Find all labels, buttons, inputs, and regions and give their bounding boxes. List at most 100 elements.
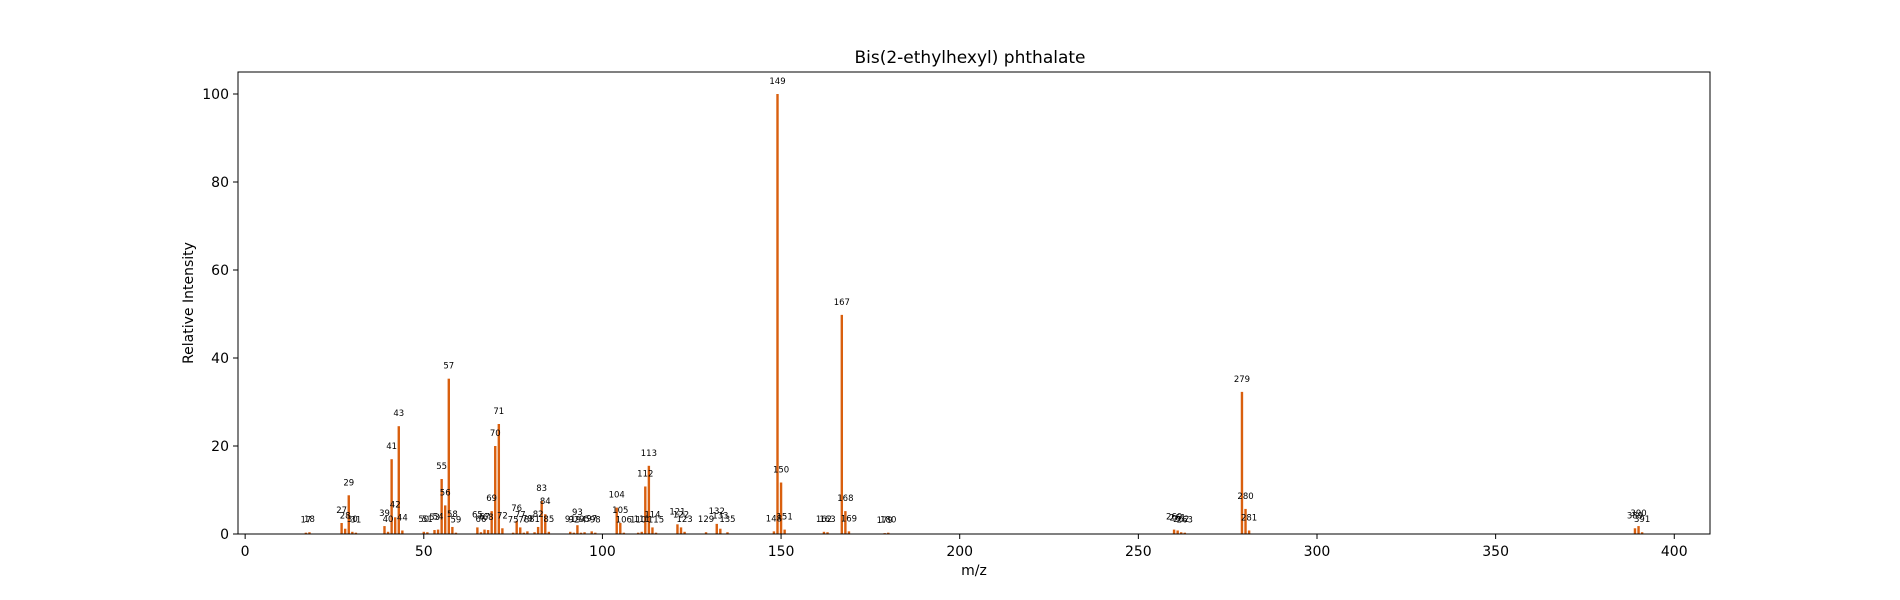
peak-label-168: 168 [837,494,853,504]
peak-label-92: 92 [568,516,579,526]
peak-label-94: 94 [576,516,587,526]
peak-bar-71 [497,424,501,534]
peak-bar-30 [351,531,354,534]
peak-label-391: 391 [1634,515,1650,525]
peak-bar-70 [494,446,497,534]
y-axis-label: Relative Intensity [181,242,197,364]
peak-bar-56 [444,505,447,534]
peak-label-57: 57 [443,362,454,372]
x-tick-label-300: 300 [1304,544,1331,560]
peak-bar-41 [390,459,393,534]
peak-label-78: 78 [518,516,529,526]
peak-bar-50 [422,531,425,534]
peak-label-389: 389 [1627,511,1643,521]
peak-label-82: 82 [533,510,544,520]
peak-bar-163 [826,532,829,534]
peak-label-122: 122 [673,510,689,520]
peak-bar-27 [340,523,343,534]
peak-label-71: 71 [493,407,504,417]
y-tick-label-20: 20 [211,439,229,455]
peak-label-68: 68 [483,513,494,523]
x-tick-label-250: 250 [1125,544,1152,560]
peak-bar-94 [579,532,583,534]
peak-bar-91 [569,531,572,534]
peak-bar-84 [544,514,547,534]
peak-bar-98 [594,532,597,534]
peak-label-179: 179 [877,516,893,526]
peak-label-29: 29 [343,478,354,488]
peak-bar-122 [679,527,683,534]
peak-label-65: 65 [472,510,483,520]
peak-label-40: 40 [383,515,394,525]
peak-bar-28 [343,528,347,534]
chart-title: Bis(2-ethylhexyl) phthalate [854,48,1085,68]
peak-bar-58 [451,526,454,534]
peak-bar-40 [386,531,390,534]
peak-bar-95 [583,532,586,534]
peak-label-79: 79 [522,514,533,524]
peak-bar-43 [397,426,400,534]
peak-label-69: 69 [486,494,497,504]
peak-bar-59 [454,532,458,534]
peak-label-113: 113 [641,449,657,459]
peak-bar-391 [1640,532,1644,534]
peak-label-72: 72 [497,511,508,521]
peak-label-43: 43 [393,409,404,419]
peak-bar-104 [615,507,618,534]
x-axis: 0 50 100 150 200 250 300 350 400 [241,534,1688,560]
peak-bar-106 [622,532,626,534]
peak-bar-123 [683,531,686,534]
peak-label-162: 162 [816,515,832,525]
peak-bar-69 [490,511,493,534]
peak-label-28: 28 [340,512,351,522]
peak-bar-29 [347,495,350,534]
peak-label-50: 50 [418,515,429,525]
peak-bar-42 [394,517,397,534]
peak-bar-17 [304,532,308,534]
y-tick-label-80: 80 [211,175,229,191]
peak-label-112: 112 [637,469,653,479]
peak-bar-390 [1637,526,1640,534]
peak-bar-57 [447,378,450,534]
peak-bar-54 [436,529,440,534]
peak-label-17: 17 [300,516,311,526]
peak-bar-261 [1176,530,1179,534]
peak-label-77: 77 [515,510,526,520]
peak-label-30: 30 [347,515,358,525]
peak-bar-82 [536,526,540,534]
peak-bar-263 [1183,532,1186,534]
peak-label-260: 260 [1166,513,1182,523]
peak-label-151: 151 [777,513,793,523]
peak-label-281: 281 [1241,513,1257,523]
peak-label-121: 121 [669,507,685,517]
peak-bars [304,94,1644,534]
peak-label-97: 97 [586,514,597,524]
peak-bar-180 [887,532,890,534]
peak-label-44: 44 [397,513,408,523]
y-tick-label-40: 40 [211,351,229,367]
peak-bar-66 [479,532,483,534]
x-tick-label-150: 150 [768,544,795,560]
peak-label-167: 167 [834,298,850,308]
peak-label-105: 105 [612,506,628,516]
peak-bar-55 [440,479,443,534]
peak-label-279: 279 [1234,375,1250,385]
peak-bar-114 [651,527,654,534]
peak-bar-110 [636,532,640,534]
peak-bar-65 [476,527,479,534]
peak-label-132: 132 [709,507,725,517]
peak-bar-68 [486,530,490,534]
peak-label-163: 163 [819,515,835,525]
peak-label-41: 41 [386,442,397,452]
peak-bar-162 [822,531,826,534]
x-tick-label-350: 350 [1482,544,1509,560]
peak-label-42: 42 [390,500,401,510]
peak-label-93: 93 [572,508,583,518]
peak-bar-132 [715,523,718,534]
x-tick-label-50: 50 [415,544,433,560]
peak-label-56: 56 [440,488,451,498]
peak-bar-105 [619,523,622,534]
peak-bar-112 [644,486,647,534]
peak-bar-281 [1247,530,1251,534]
